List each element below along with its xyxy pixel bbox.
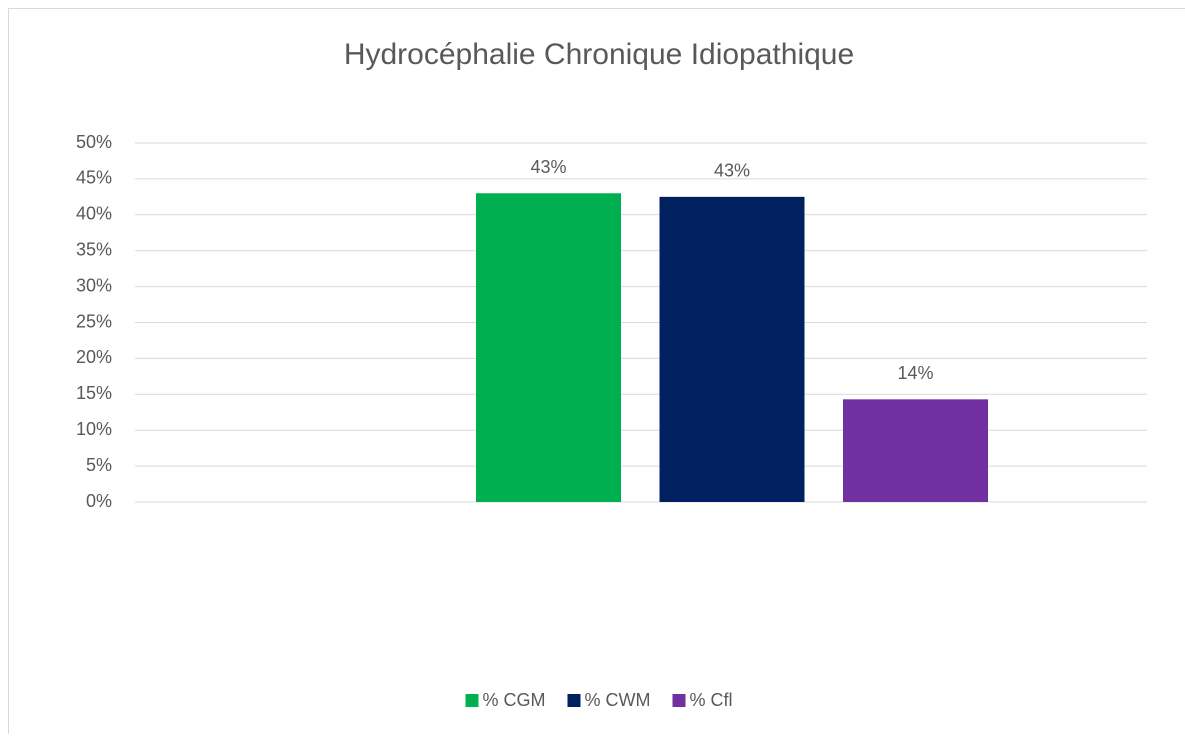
y-tick-label: 40% [76,204,112,224]
legend-swatch [567,694,580,707]
legend-label: % CGM [482,690,545,710]
legend-swatch [465,694,478,707]
bar [660,197,805,502]
y-tick-label: 10% [76,419,112,439]
legend-label: % CWM [584,690,650,710]
y-tick-label: 15% [76,383,112,403]
data-label: 14% [897,363,933,383]
legend-swatch [672,694,685,707]
chart-title: Hydrocéphalie Chronique Idiopathique [344,38,854,71]
data-label: 43% [530,157,566,177]
legend-label: % Cfl [689,690,732,710]
y-tick-label: 50% [76,132,112,152]
y-tick-label: 20% [76,347,112,367]
y-tick-label: 0% [86,491,112,511]
bar [843,399,988,502]
y-tick-label: 30% [76,275,112,295]
y-tick-label: 5% [86,455,112,475]
y-tick-label: 45% [76,168,112,188]
y-tick-label: 35% [76,239,112,259]
bar [476,193,621,502]
data-label: 43% [714,161,750,181]
y-tick-label: 25% [76,311,112,331]
